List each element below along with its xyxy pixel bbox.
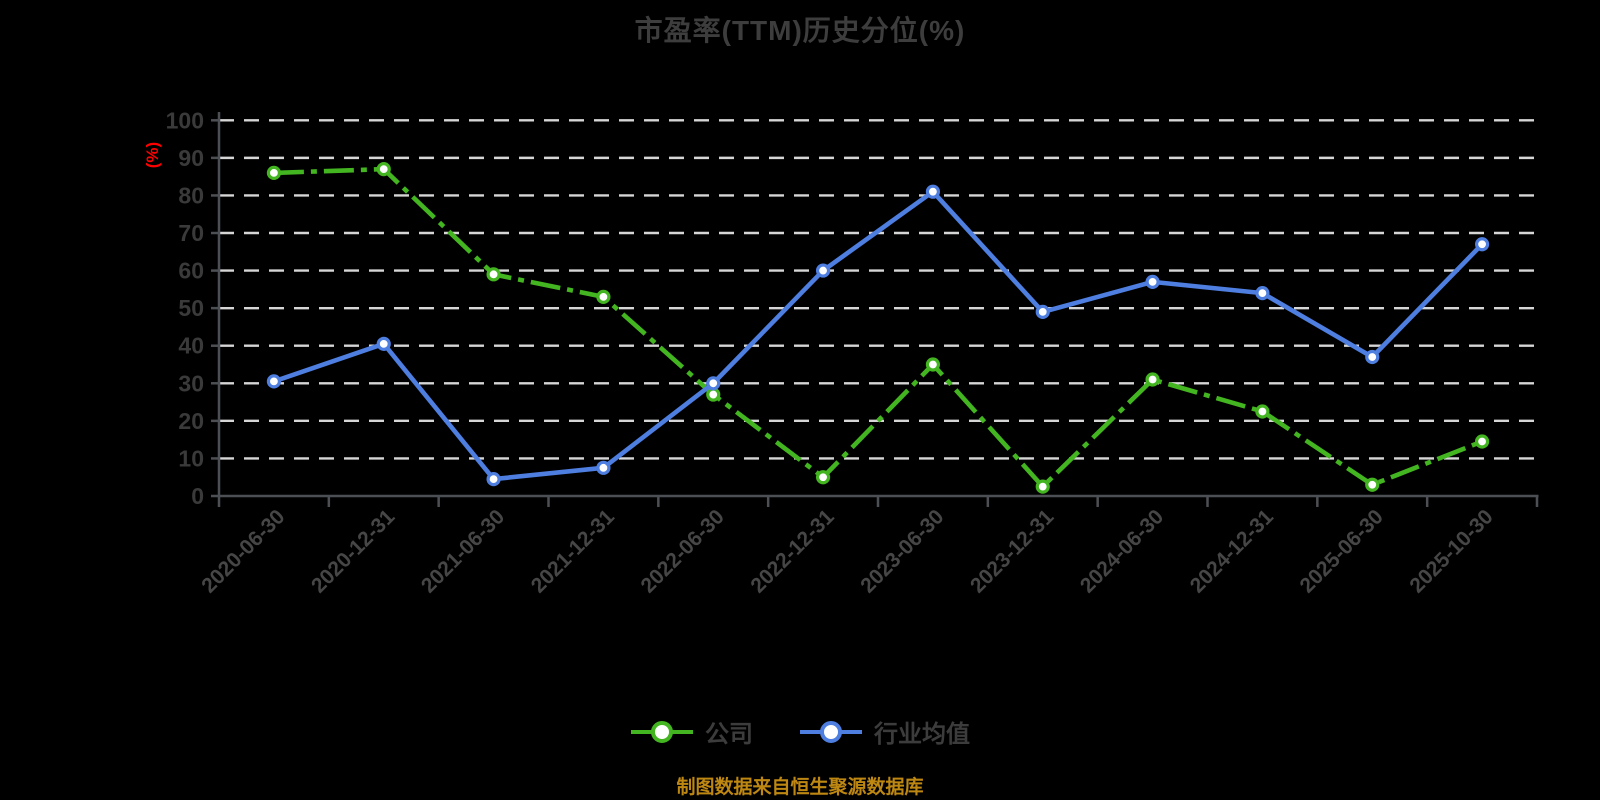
- legend-item-company: 公司: [630, 714, 753, 749]
- y-tick-label: 0: [191, 483, 204, 509]
- industry-legend-marker-icon: [800, 720, 862, 743]
- industry-average-data-point: [486, 471, 501, 487]
- x-tick-label: 2024-12-31: [1186, 505, 1278, 597]
- x-tick-label: 2024-06-30: [1076, 505, 1168, 597]
- industry-average-data-point: [596, 460, 611, 475]
- x-tick-label: 2020-06-30: [197, 505, 289, 597]
- x-tick-label: 2023-06-30: [856, 505, 948, 597]
- x-tick-label: 2023-12-31: [966, 505, 1058, 597]
- company-data-point: [266, 165, 282, 180]
- y-tick-label: 90: [178, 145, 204, 171]
- company-data-point: [1255, 404, 1270, 419]
- legend-label-industry-average: 行业均值: [874, 721, 970, 748]
- x-tick-label: 2021-06-30: [417, 505, 509, 597]
- company-data-point: [1474, 434, 1490, 449]
- industry-average-series-line: [273, 189, 1484, 482]
- legend-item-industry-average: 行业均值: [799, 714, 970, 749]
- y-tick-label: 100: [166, 107, 204, 133]
- y-tick-label: 30: [178, 370, 204, 396]
- company-data-point: [376, 162, 391, 177]
- legend: 公司 行业均值: [0, 714, 1600, 749]
- y-tick-label: 10: [178, 445, 204, 471]
- y-tick-label: 70: [178, 220, 204, 246]
- industry-average-data-point: [1145, 274, 1160, 289]
- industry-average-data-point: [1255, 286, 1270, 301]
- legend-label-company: 公司: [705, 721, 753, 748]
- company-data-point: [706, 387, 721, 402]
- company-data-point: [1365, 477, 1380, 492]
- company-data-point: [596, 289, 611, 304]
- industry-average-data-point: [1474, 237, 1490, 252]
- industry-average-data-point: [376, 336, 391, 351]
- company-series-line: [273, 166, 1483, 489]
- x-tick-label: 2020-12-31: [307, 505, 399, 597]
- x-tick-label: 2021-12-31: [527, 505, 619, 597]
- company-data-point: [925, 357, 941, 372]
- industry-average-data-point: [706, 376, 721, 391]
- industry-average-data-point: [1035, 304, 1050, 320]
- company-data-point: [486, 267, 501, 282]
- company-data-point: [815, 470, 831, 485]
- y-tick-label: 20: [178, 408, 204, 434]
- chart-title: 市盈率(TTM)历史分位(%): [634, 15, 966, 46]
- industry-average-data-point: [266, 374, 282, 389]
- industry-average-data-point: [815, 263, 831, 278]
- y-tick-label: 60: [178, 258, 204, 284]
- y-tick-label: 80: [178, 182, 204, 208]
- data-source-note: 制图数据来自恒生聚源数据库: [676, 777, 924, 798]
- y-tick-label: 40: [178, 333, 204, 359]
- x-tick-label: 2022-06-30: [637, 505, 729, 597]
- x-tick-label: 2025-10-30: [1405, 505, 1497, 597]
- x-tick-label: 2022-12-31: [746, 505, 838, 597]
- industry-average-data-point: [1365, 349, 1380, 365]
- company-data-point: [1145, 372, 1160, 387]
- company-legend-marker-icon: [631, 720, 693, 743]
- y-tick-label: 50: [178, 295, 204, 321]
- company-data-point: [1035, 479, 1050, 494]
- industry-average-data-point: [925, 184, 941, 199]
- x-tick-label: 2025-06-30: [1296, 505, 1388, 597]
